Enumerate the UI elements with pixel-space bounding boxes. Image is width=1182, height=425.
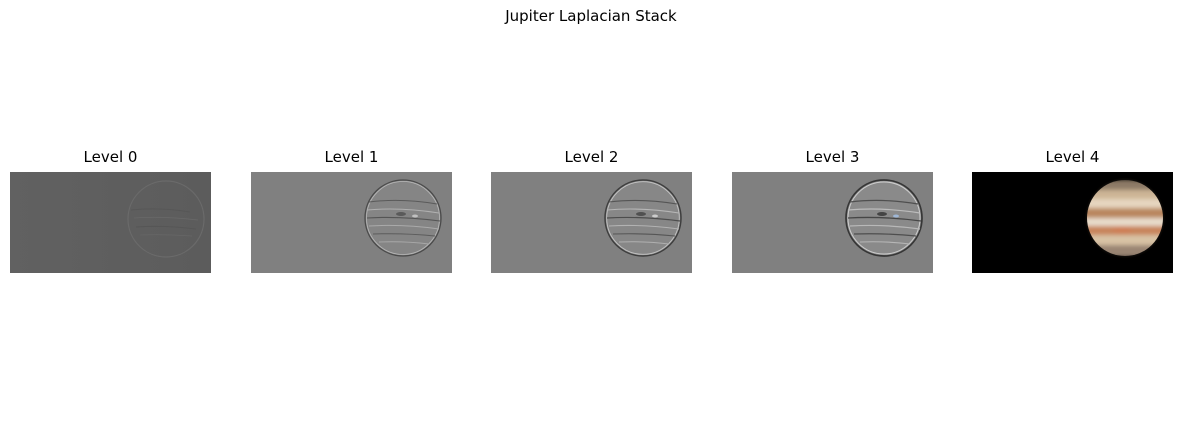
figure-title: Jupiter Laplacian Stack: [505, 7, 677, 25]
panel-level-4: Level 4: [972, 147, 1173, 273]
panel-level-3: Level 3: [732, 147, 933, 273]
panel-title: Level 4: [1045, 148, 1100, 166]
panel-level-1: Level 1: [251, 147, 452, 273]
panel-level-2: Level 2: [491, 147, 692, 273]
panel-title: Level 3: [805, 148, 860, 166]
panel-title: Level 2: [564, 148, 619, 166]
laplacian-level-1-image: [251, 172, 452, 273]
panel-level-0: Level 0: [10, 147, 211, 273]
jupiter-low-pass-image: [972, 172, 1173, 273]
panel-title: Level 1: [324, 148, 379, 166]
laplacian-level-0-image: [10, 172, 211, 273]
laplacian-level-3-image: [732, 172, 933, 273]
panel-title: Level 0: [83, 148, 138, 166]
laplacian-level-2-image: [491, 172, 692, 273]
